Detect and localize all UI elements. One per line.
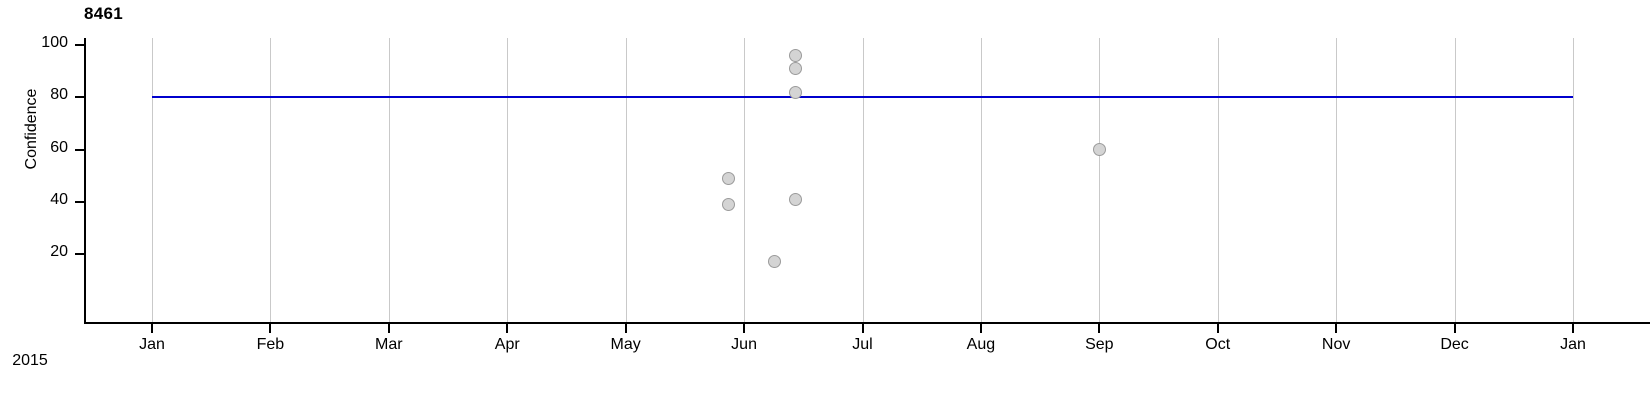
x-tick-1	[269, 324, 272, 333]
gridline-aug-7	[980, 38, 982, 322]
x-tick-11	[1453, 324, 1456, 333]
y-tick-20	[75, 253, 84, 255]
data-point[interactable]	[722, 171, 736, 185]
data-point[interactable]	[789, 48, 803, 62]
gridline-jul-6	[862, 38, 864, 322]
gridline-feb-1	[270, 38, 272, 322]
y-tick-label-40: 40	[50, 190, 68, 208]
gridline-nov-10	[1336, 38, 1338, 322]
y-tick-label-20: 20	[50, 243, 68, 260]
y-tick-label-80: 80	[50, 86, 68, 104]
gridline-jan-0	[152, 38, 153, 322]
x-tick-6	[861, 324, 864, 333]
x-tick-label-feb-1: Feb	[256, 336, 285, 353]
gridline-jun-5	[744, 38, 746, 322]
data-point[interactable]	[1093, 143, 1107, 156]
gridline-may-4	[625, 38, 627, 322]
gridline-apr-3	[507, 38, 509, 322]
data-point[interactable]	[722, 197, 736, 211]
x-tick-4	[624, 324, 627, 333]
x-tick-label-jul-6: Jul	[852, 336, 873, 353]
y-tick-40	[75, 200, 84, 203]
x-axis-label: 2015	[0, 352, 1650, 370]
threshold-reference-line	[152, 96, 1573, 99]
x-tick-label-dec-11: Dec	[1440, 336, 1469, 353]
x-tick-label-may-4: May	[610, 336, 641, 353]
x-tick-5	[743, 324, 746, 333]
x-tick-7	[979, 324, 982, 333]
x-tick-10	[1335, 324, 1338, 333]
x-tick-9	[1216, 324, 1219, 333]
data-point[interactable]	[789, 62, 803, 75]
y-tick-label-60: 60	[50, 138, 68, 156]
x-tick-label-jun-5: Jun	[731, 336, 757, 353]
x-tick-8	[1098, 324, 1101, 333]
data-point[interactable]	[789, 85, 803, 99]
x-axis-label-text: 2015	[12, 352, 48, 369]
x-tick-label-jan-12: Jan	[1560, 336, 1586, 353]
data-point[interactable]	[789, 192, 803, 206]
x-tick-label-aug-7: Aug	[966, 336, 996, 353]
x-tick-label-nov-10: Nov	[1321, 336, 1351, 353]
gridline-mar-2	[388, 38, 390, 322]
y-tick-100	[75, 44, 84, 46]
x-tick-2	[387, 324, 390, 333]
x-tick-label-oct-9: Oct	[1205, 336, 1231, 353]
y-tick-label-100: 100	[41, 34, 68, 51]
y-tick-80	[75, 96, 84, 99]
gridline-oct-9	[1217, 38, 1219, 322]
y-tick-60	[75, 148, 84, 151]
x-tick-12	[1572, 324, 1574, 333]
x-tick-label-sep-8: Sep	[1085, 336, 1114, 353]
x-tick-label-jan-0: Jan	[139, 336, 165, 353]
x-tick-label-mar-2: Mar	[375, 336, 403, 353]
gridline-jan-12	[1573, 38, 1574, 322]
chart-title: 8461	[84, 4, 124, 23]
x-axis-line	[84, 322, 1650, 324]
data-point[interactable]	[767, 255, 781, 269]
gridline-sep-8	[1099, 38, 1101, 322]
x-tick-3	[506, 324, 509, 333]
x-tick-0	[151, 324, 153, 333]
x-tick-label-apr-3: Apr	[494, 336, 520, 353]
gridline-dec-11	[1454, 38, 1456, 322]
y-axis-line	[84, 38, 86, 324]
